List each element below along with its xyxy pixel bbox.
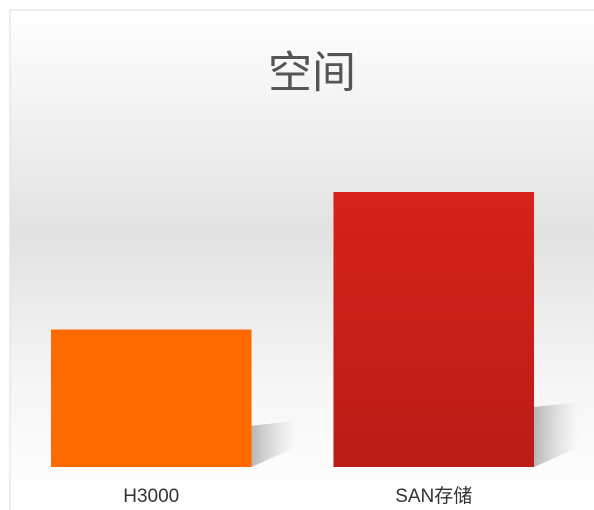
bar-shading — [333, 192, 535, 467]
bar — [50, 329, 252, 467]
bar-shadow — [251, 420, 297, 467]
x-tick-label: H3000 — [123, 486, 179, 507]
chart-title: 空间 — [268, 49, 356, 98]
x-tick-label: SAN存储 — [395, 485, 472, 507]
bar-shadow — [534, 402, 580, 467]
